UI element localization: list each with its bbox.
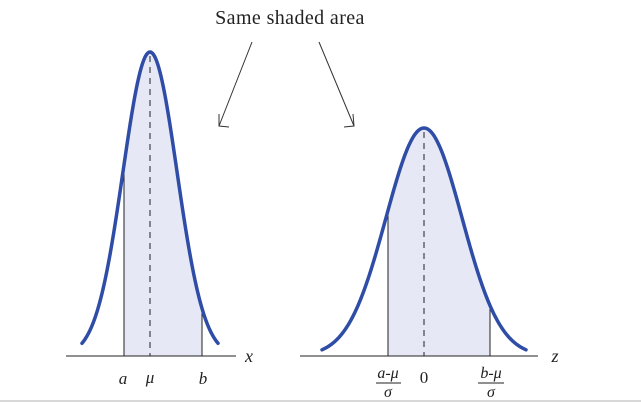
- caption: Same shaded area: [215, 7, 365, 29]
- left-tick-a: a: [119, 369, 128, 388]
- right-tick-upper-denominator: σ: [487, 384, 496, 401]
- right-axis-label: z: [550, 346, 558, 366]
- right-panel: z a-μ σ 0 b-μ σ: [300, 126, 559, 401]
- arrow-left: [218, 41, 253, 128]
- left-panel: x a μ b: [66, 50, 253, 388]
- right-tick-lower-denominator: σ: [384, 384, 393, 401]
- left-shaded-area: [124, 52, 202, 356]
- right-tick-zero: 0: [420, 368, 429, 387]
- bottom-divider: [0, 400, 641, 402]
- left-tick-mu: μ: [145, 368, 155, 387]
- left-tick-b: b: [199, 369, 208, 388]
- right-shaded-area: [388, 128, 490, 356]
- right-normal-curve: [320, 126, 528, 352]
- right-tick-upper-numerator: b-μ: [480, 365, 501, 382]
- left-normal-curve: [80, 50, 220, 345]
- right-tick-lower-numerator: a-μ: [377, 365, 398, 382]
- left-axis-label: x: [244, 346, 253, 366]
- arrow-right: [318, 41, 355, 128]
